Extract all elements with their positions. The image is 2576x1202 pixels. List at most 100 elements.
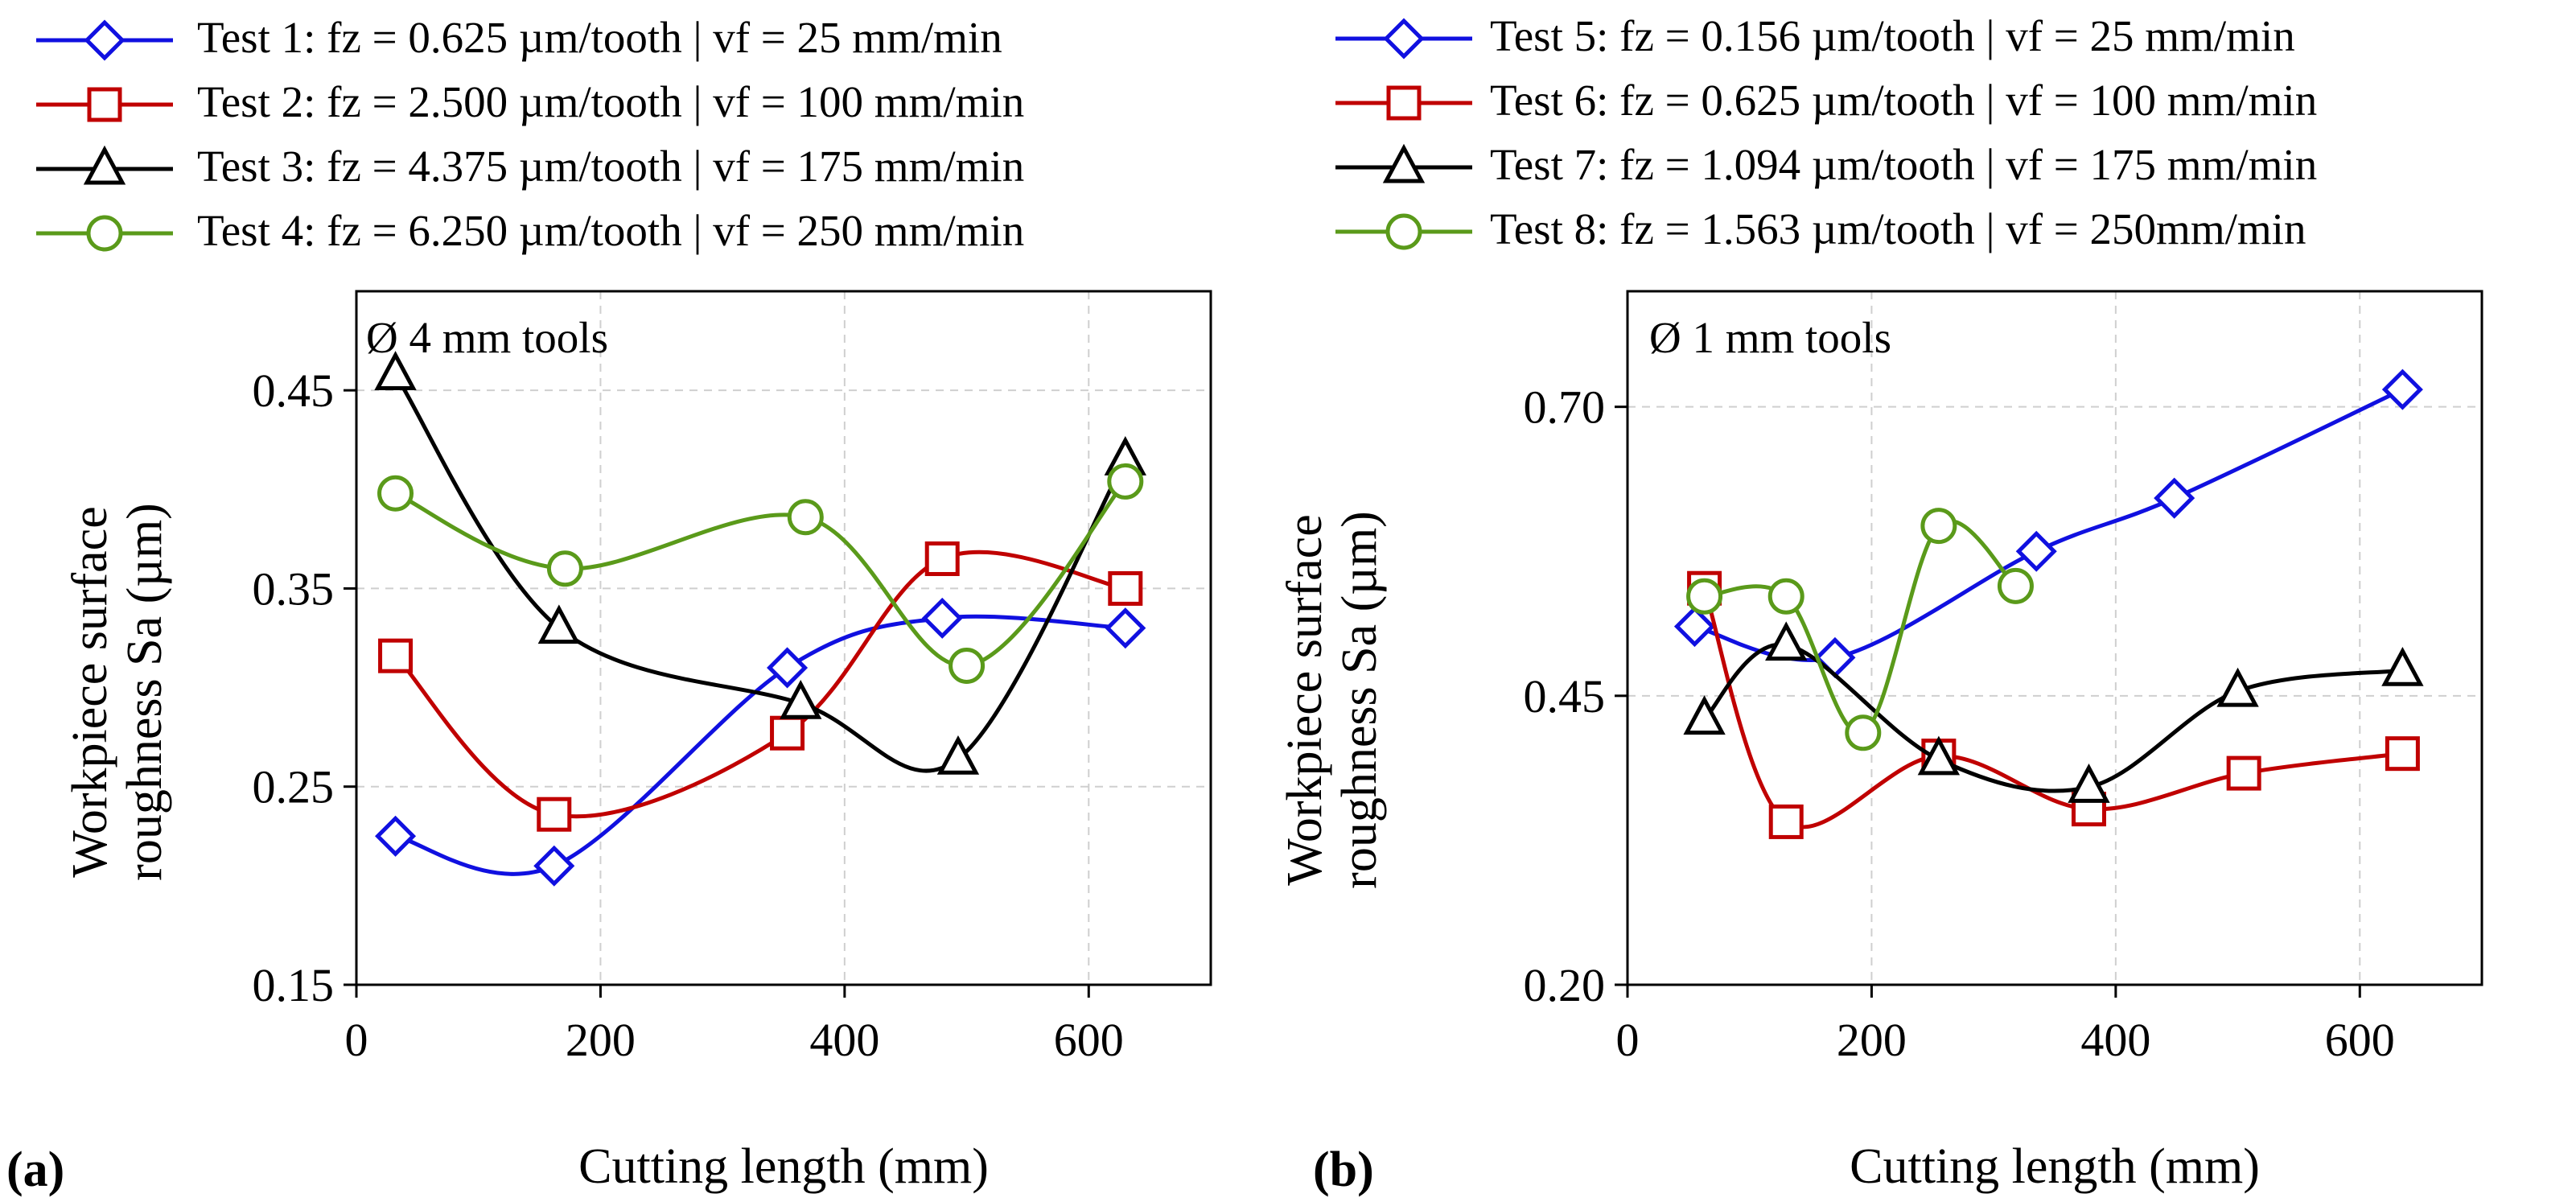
legend-b-label-1: Test 5: fz = 0.156 µm/tooth | vf = 25 mm… — [1490, 11, 2295, 60]
chart-a-annotation: Ø 4 mm tools — [366, 313, 608, 362]
chart-a-x-tick-label: 200 — [566, 1014, 636, 1066]
chart-b-series-test-7 — [1683, 621, 2424, 803]
chart-a-x-tick-label: 600 — [1054, 1014, 1124, 1066]
legend-a-square-marker-2 — [87, 87, 122, 122]
chart-b-annotation: Ø 1 mm tools — [1649, 313, 1891, 362]
chart-b-ticks: 0 200 400 600 0.20 0.45 0.70 — [1524, 381, 2395, 1066]
chart-a-y-tick-label: 0.25 — [253, 761, 335, 813]
legend-b-item-3: Test 7: fz = 1.094 µm/tooth | vf = 175 m… — [1335, 140, 2317, 189]
legend-a-label-4: Test 4: fz = 6.250 µm/tooth | vf = 250 m… — [197, 206, 1024, 255]
chart-a-test-2-point — [537, 797, 572, 832]
chart-b-panel-label: (b) — [1313, 1142, 1374, 1197]
chart-b-plot-frame — [1626, 290, 2483, 986]
chart-a-test-3-point — [374, 351, 417, 390]
chart-b-x-axis-label: Cutting length (mm) — [1850, 1139, 2260, 1194]
chart-b-x-tick-label: 0 — [1616, 1014, 1640, 1066]
chart-a-y-axis-label-line2: roughness Sa (µm) — [117, 503, 172, 881]
legend-a-circle-marker-4 — [86, 215, 123, 252]
chart-a-test-3-point — [936, 735, 980, 775]
chart-b-test-6-point — [2226, 755, 2261, 791]
legend-b-triangle-marker-3 — [1382, 143, 1426, 183]
chart-a-y-axis-label-line1: Workpiece surface — [63, 506, 117, 877]
legend-b-marker-2 — [1386, 85, 1422, 121]
legend-b-diamond-marker-1 — [1383, 18, 1425, 60]
chart-a-series — [374, 351, 1146, 887]
legend-a-marker-2 — [87, 87, 122, 122]
chart-b-y-tick-label: 0.70 — [1524, 381, 1606, 434]
chart-b-y-axis-label: Workpiece surface roughness Sa (µm) — [1278, 511, 1387, 889]
chart-b-gridlines — [1627, 291, 2482, 985]
legend-b-item-1: Test 5: fz = 0.156 µm/tooth | vf = 25 mm… — [1335, 11, 2295, 60]
chart-a-test-2-point — [1108, 570, 1143, 606]
chart-a-test-4-point — [1107, 463, 1144, 500]
chart-b-series-test-8 — [1686, 508, 2034, 751]
chart-b-y-tick-label: 0.45 — [1524, 670, 1606, 722]
chart-b-x-tick-label: 600 — [2325, 1014, 2395, 1066]
chart-a-test-1-point — [921, 597, 963, 639]
chart-a-y-axis-label: Workpiece surface roughness Sa (µm) — [63, 503, 172, 881]
chart-b-test-8-point — [1686, 578, 1723, 615]
chart-a-y-tick-label: 0.35 — [253, 562, 335, 615]
legend-b-marker-3 — [1382, 143, 1426, 183]
chart-b-test-7-point — [1683, 695, 1726, 735]
chart-a-test-4-point — [787, 499, 824, 536]
chart-a-x-tick-label: 400 — [809, 1014, 879, 1066]
chart-panel-b: 0 200 400 600 0.20 0.45 0.70 Ø 1 mm tools Cutt… — [1278, 290, 2483, 1197]
chart-b-test-7-point — [2068, 764, 2110, 803]
chart-b-series — [1673, 368, 2424, 839]
legend-a-marker-1 — [84, 19, 126, 61]
legend-b-square-marker-2 — [1386, 85, 1422, 121]
chart-b-test-8-point — [1997, 567, 2034, 604]
chart-a-y-tick-label: 0.45 — [253, 364, 335, 417]
legend-a: Test 1: fz = 0.625 µm/tooth | vf = 25 mm… — [36, 13, 1024, 255]
chart-a-test-4-point — [377, 475, 414, 512]
chart-b-test-6-point — [1768, 804, 1804, 839]
legend-a-item-2: Test 2: fz = 2.500 µm/tooth | vf = 100 m… — [36, 77, 1024, 126]
legend-a-label-3: Test 3: fz = 4.375 µm/tooth | vf = 175 m… — [197, 142, 1024, 191]
legend-a-marker-4 — [86, 215, 123, 252]
chart-a-test-2-point — [770, 715, 805, 751]
chart-a-series-test-4 — [377, 463, 1144, 684]
chart-b-test-7-point — [1917, 735, 1961, 776]
chart-b-test-8-point — [1920, 508, 1957, 545]
chart-a-test-1-point — [375, 815, 417, 857]
chart-b-y-axis-label-line1: Workpiece surface — [1278, 514, 1332, 885]
chart-a-ticks: 0 200 400 600 0.15 0.25 0.35 0.45 — [253, 364, 1124, 1066]
legend-b-marker-1 — [1383, 18, 1425, 60]
chart-b-y-axis-label-line2: roughness Sa (µm) — [1332, 511, 1387, 889]
chart-a-y-tick-label: 0.15 — [253, 959, 335, 1011]
chart-a-test-2-point — [378, 638, 414, 673]
chart-b-x-tick-label: 200 — [1837, 1014, 1907, 1066]
chart-b-test-7-point — [1765, 621, 1808, 661]
chart-a-test-1-point — [1105, 607, 1146, 649]
chart-a-test-3-point — [780, 679, 822, 719]
chart-a-test-1-point — [533, 845, 575, 887]
chart-b-test-8-point — [1845, 714, 1882, 751]
legend-b-label-3: Test 7: fz = 1.094 µm/tooth | vf = 175 m… — [1490, 140, 2317, 189]
legend-a-item-1: Test 1: fz = 0.625 µm/tooth | vf = 25 mm… — [36, 13, 1002, 62]
chart-a-test-1-line — [394, 614, 1125, 876]
legend-a-diamond-marker-1 — [84, 19, 126, 61]
chart-b-test-5-point — [2015, 530, 2057, 572]
chart-a-x-tick-label: 0 — [345, 1014, 368, 1066]
chart-a-series-test-3 — [374, 351, 1146, 775]
legend-a-label-2: Test 2: fz = 2.500 µm/tooth | vf = 100 m… — [197, 77, 1024, 126]
legend-a-item-3: Test 3: fz = 4.375 µm/tooth | vf = 175 m… — [36, 142, 1024, 191]
chart-a-series-test-1 — [375, 597, 1146, 887]
chart-a-test-4-point — [546, 550, 583, 587]
chart-a-test-1-point — [767, 647, 809, 689]
chart-b-test-8-point — [1767, 578, 1804, 615]
chart-a-panel-label: (a) — [6, 1142, 64, 1197]
legend-b: Test 5: fz = 0.156 µm/tooth | vf = 25 mm… — [1335, 11, 2317, 253]
legend-b-marker-4 — [1385, 213, 1422, 250]
chart-a-test-3-point — [537, 604, 581, 644]
chart-a-test-2-point — [924, 541, 960, 576]
legend-b-label-4: Test 8: fz = 1.563 µm/tooth | vf = 250mm… — [1490, 204, 2306, 253]
chart-a-series-test-2 — [378, 541, 1143, 832]
legend-b-label-2: Test 6: fz = 0.625 µm/tooth | vf = 100 m… — [1490, 76, 2317, 125]
chart-b-test-5-point — [2381, 368, 2423, 410]
chart-b-test-7-point — [2381, 646, 2424, 686]
